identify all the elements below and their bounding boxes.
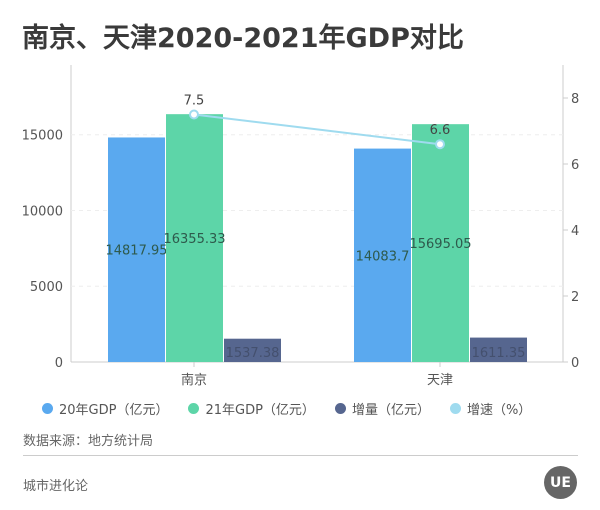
legend-dot-icon bbox=[449, 403, 461, 414]
legend-item[interactable]: 20年GDP（亿元） bbox=[42, 399, 168, 418]
bar-2 bbox=[412, 124, 469, 363]
growth-data-label: 6.6 bbox=[430, 123, 451, 138]
legend-item[interactable]: 增速（%） bbox=[449, 399, 532, 418]
legend-label: 20年GDP（亿元） bbox=[59, 403, 169, 418]
bar-data-label: 14083.7 bbox=[356, 249, 410, 264]
legend-label: 增速（%） bbox=[466, 403, 532, 418]
legend-label: 增量（亿元） bbox=[351, 403, 430, 418]
chart-title: 南京、天津2020-2021年GDP对比 bbox=[22, 23, 464, 54]
bar-data-label: 16355.33 bbox=[163, 232, 225, 247]
right-tick-label: 6 bbox=[571, 158, 579, 173]
growth-point bbox=[435, 139, 445, 150]
right-tick-label: 8 bbox=[571, 92, 579, 107]
growth-line bbox=[193, 113, 441, 146]
legend-dot-icon bbox=[42, 403, 53, 414]
bar-3 bbox=[224, 338, 281, 362]
legend-dot-icon bbox=[188, 403, 200, 414]
bar-1 bbox=[108, 137, 165, 362]
bar-1 bbox=[354, 148, 411, 362]
bar-data-label: 1537.38 bbox=[226, 346, 280, 361]
bar-data-label: 14817.95 bbox=[105, 244, 167, 259]
footer-brand: 城市进化论 bbox=[23, 479, 89, 494]
bar-3 bbox=[470, 337, 527, 362]
data-source: 数据来源：地方统计局 bbox=[23, 434, 154, 449]
category-label: 南京 bbox=[181, 372, 207, 388]
left-tick-label: 0 bbox=[55, 356, 63, 371]
divider bbox=[23, 455, 578, 456]
legend: 20年GDP（亿元） 21年GDP（亿元） 增量（亿元） 增速（%） bbox=[42, 399, 531, 418]
legend-label: 21年GDP（亿元） bbox=[205, 403, 315, 418]
left-tick-label: 5000 bbox=[30, 280, 63, 295]
left-tick-label: 10000 bbox=[22, 204, 63, 219]
bar-data-label: 1611.35 bbox=[472, 346, 526, 361]
right-tick-label: 2 bbox=[571, 290, 579, 305]
brand-logo: UE bbox=[544, 466, 577, 499]
legend-dot-icon bbox=[334, 403, 346, 414]
legend-item[interactable]: 增量（亿元） bbox=[334, 399, 430, 418]
left-tick-label: 15000 bbox=[22, 129, 63, 144]
growth-data-label: 7.5 bbox=[184, 94, 205, 109]
growth-point bbox=[189, 109, 199, 120]
right-tick-label: 4 bbox=[571, 224, 579, 239]
legend-item[interactable]: 21年GDP（亿元） bbox=[188, 399, 315, 418]
category-label: 天津 bbox=[427, 373, 453, 388]
bar-2 bbox=[166, 114, 223, 362]
bar-data-label: 15695.05 bbox=[409, 237, 471, 252]
right-tick-label: 0 bbox=[571, 356, 579, 371]
